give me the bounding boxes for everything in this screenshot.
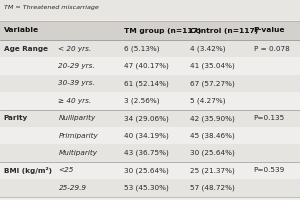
Text: Multiparity: Multiparity <box>58 150 98 156</box>
Text: 30 (25.64%): 30 (25.64%) <box>190 150 235 156</box>
FancyBboxPatch shape <box>0 21 300 40</box>
Text: 30-39 yrs.: 30-39 yrs. <box>58 80 95 86</box>
Text: BMI (kg/m²): BMI (kg/m²) <box>4 167 52 174</box>
Text: 25 (21.37%): 25 (21.37%) <box>190 167 235 174</box>
Text: 61 (52.14%): 61 (52.14%) <box>124 80 169 87</box>
Text: ≥ 40 yrs.: ≥ 40 yrs. <box>58 98 92 104</box>
Text: Parity: Parity <box>4 115 28 121</box>
Text: Age Range: Age Range <box>4 46 48 52</box>
Text: TM group (n=117): TM group (n=117) <box>124 27 202 33</box>
Text: 40 (34.19%): 40 (34.19%) <box>124 132 169 139</box>
FancyBboxPatch shape <box>0 57 300 75</box>
Text: P=0.135: P=0.135 <box>254 115 285 121</box>
FancyBboxPatch shape <box>0 40 300 57</box>
Text: P = 0.078: P = 0.078 <box>254 46 289 52</box>
FancyBboxPatch shape <box>0 92 300 110</box>
Text: 25-29.9: 25-29.9 <box>58 185 86 191</box>
Text: P-value: P-value <box>254 27 285 33</box>
Text: 20-29 yrs.: 20-29 yrs. <box>58 63 95 69</box>
Text: P=0.539: P=0.539 <box>254 167 285 173</box>
FancyBboxPatch shape <box>0 144 300 162</box>
Text: 34 (29.06%): 34 (29.06%) <box>124 115 169 122</box>
Text: 45 (38.46%): 45 (38.46%) <box>190 132 235 139</box>
Text: 53 (45.30%): 53 (45.30%) <box>124 185 169 191</box>
Text: Primiparity: Primiparity <box>58 133 98 139</box>
Text: 47 (40.17%): 47 (40.17%) <box>124 63 169 69</box>
Text: 3 (2.56%): 3 (2.56%) <box>124 98 160 104</box>
FancyBboxPatch shape <box>0 127 300 144</box>
FancyBboxPatch shape <box>0 0 300 20</box>
FancyBboxPatch shape <box>0 179 300 197</box>
Text: 67 (57.27%): 67 (57.27%) <box>190 80 235 87</box>
Text: Variable: Variable <box>4 27 39 33</box>
Text: <25: <25 <box>58 167 74 173</box>
Text: TM = Threatened miscarriage: TM = Threatened miscarriage <box>4 4 98 9</box>
Text: 30 (25.64%): 30 (25.64%) <box>124 167 169 174</box>
Text: Control (n=117): Control (n=117) <box>190 27 259 33</box>
Text: 57 (48.72%): 57 (48.72%) <box>190 185 235 191</box>
Text: 41 (35.04%): 41 (35.04%) <box>190 63 235 69</box>
Text: 5 (4.27%): 5 (4.27%) <box>190 98 226 104</box>
Text: 43 (36.75%): 43 (36.75%) <box>124 150 169 156</box>
FancyBboxPatch shape <box>0 75 300 92</box>
Text: < 20 yrs.: < 20 yrs. <box>58 46 92 52</box>
Text: 6 (5.13%): 6 (5.13%) <box>124 45 160 52</box>
FancyBboxPatch shape <box>0 110 300 127</box>
Text: 4 (3.42%): 4 (3.42%) <box>190 45 226 52</box>
Text: Nulliparity: Nulliparity <box>58 115 96 121</box>
Text: 42 (35.90%): 42 (35.90%) <box>190 115 235 122</box>
FancyBboxPatch shape <box>0 162 300 179</box>
